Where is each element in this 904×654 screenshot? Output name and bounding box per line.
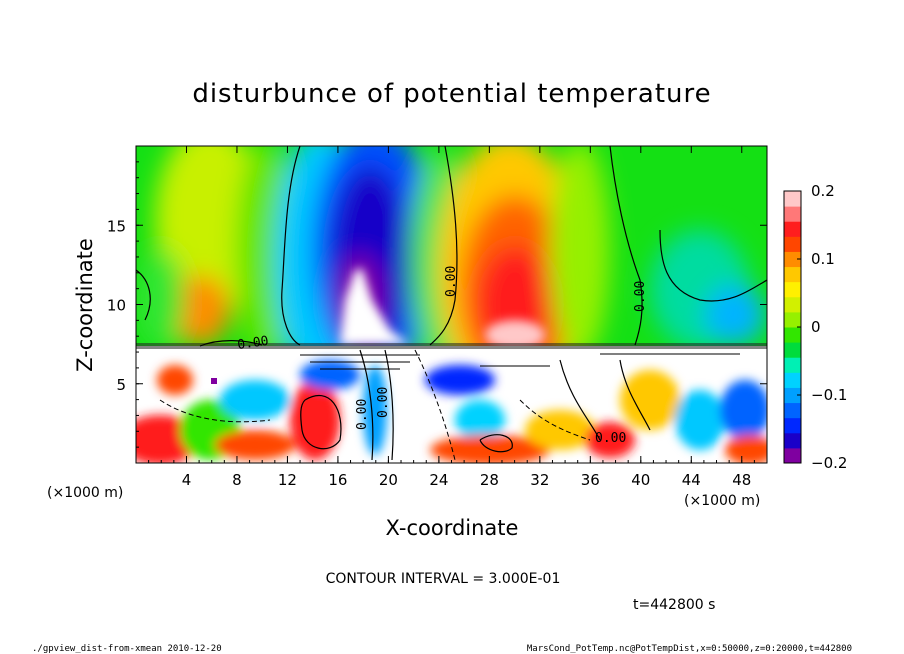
colorbar-segment (784, 236, 801, 252)
colorbar-segment (784, 432, 801, 449)
colorbar-segment (784, 357, 801, 373)
colorbar (784, 191, 801, 464)
contour-label: 0.00 (633, 281, 648, 312)
x-tick-label: 36 (581, 471, 600, 489)
footer-right: MarsCond_PotTemp.nc@PotTempDist,x=0:5000… (527, 644, 852, 654)
y-tick-label: 10 (107, 297, 126, 315)
time-label: t=442800 s (633, 597, 715, 613)
y-tick-label: 5 (116, 376, 126, 394)
contour-interval-text: CONTOUR INTERVAL = 3.000E-01 (326, 571, 561, 587)
y-tick-label: 15 (107, 217, 126, 235)
colorbar-segment (784, 417, 801, 434)
contour-label: 0.00 (376, 387, 391, 418)
y-axis: 5 10 15 (107, 145, 767, 464)
colorbar-segment (784, 447, 801, 464)
x-tick-label: 12 (278, 471, 297, 489)
x-tick-label: 44 (682, 471, 701, 489)
y-axis-label: Z-coordinate (73, 238, 97, 372)
contour-label: 0.00 (595, 431, 626, 446)
chart-title: disturbunce of potential temperature (192, 79, 711, 109)
contour-label: 0.00 (236, 334, 269, 353)
colorbar-segment (784, 387, 801, 404)
colorbar-segment (784, 311, 801, 328)
colorbar-tick-label: 0 (811, 318, 821, 336)
colorbar-tick-label: 0.1 (811, 250, 835, 268)
colorbar-segment (784, 191, 801, 207)
x-unit-left: (×1000 m) (47, 485, 123, 501)
x-axis-label: X-coordinate (386, 516, 519, 540)
contour-label: 0.00 (444, 266, 459, 297)
x-unit-right: (×1000 m) (684, 493, 760, 509)
contour-label: 0.00 (355, 399, 370, 430)
colorbar-segment (784, 266, 801, 283)
colorbar-segment (784, 251, 801, 268)
colorbar-segment (784, 402, 801, 419)
colorbar-segment (784, 327, 801, 343)
contour-labels: 0.00 0.00 0.00 0.00 0.00 0.00 (236, 266, 648, 446)
x-axis: 4 8 12 16 20 24 28 32 36 40 44 48 (135, 146, 768, 489)
colorbar-segment (784, 281, 801, 298)
colorbar-tick-label: −0.1 (811, 386, 847, 404)
x-tick-label: 28 (480, 471, 499, 489)
colorbar-segment (784, 372, 801, 388)
x-tick-label: 48 (732, 471, 751, 489)
colorbar-ticks: 0.2 0.1 0 −0.1 −0.2 (797, 182, 847, 472)
x-tick-label: 16 (328, 471, 347, 489)
colorbar-tick-label: 0.2 (811, 182, 835, 200)
footer-left: ./gpview_dist-from-xmean 2010-12-20 (32, 644, 222, 654)
heatmap-field (136, 146, 767, 463)
colorbar-segment (784, 342, 801, 358)
colorbar-segment (784, 206, 801, 222)
x-tick-label: 4 (182, 471, 192, 489)
colorbar-segment (784, 221, 801, 237)
x-tick-label: 8 (232, 471, 242, 489)
x-tick-label: 32 (530, 471, 549, 489)
colorbar-segment (784, 296, 801, 313)
x-tick-label: 24 (429, 471, 448, 489)
x-tick-label: 40 (631, 471, 650, 489)
x-tick-label: 20 (379, 471, 398, 489)
colorbar-tick-label: −0.2 (811, 454, 847, 472)
